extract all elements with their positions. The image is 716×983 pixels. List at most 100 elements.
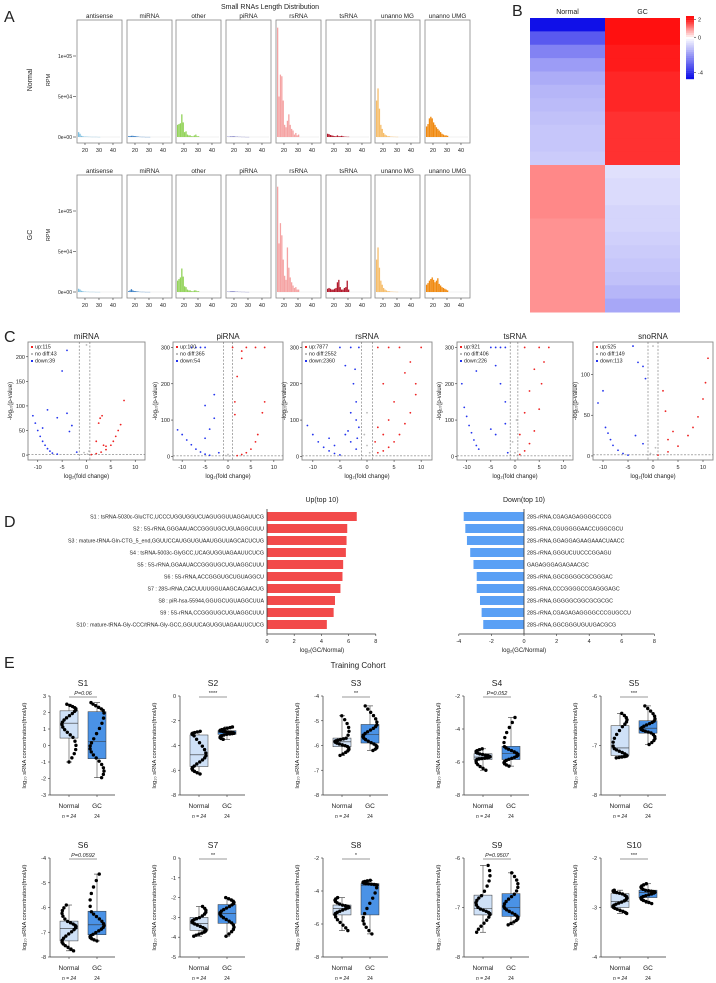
data-point xyxy=(620,892,625,896)
volcano-point xyxy=(382,433,385,436)
data-point xyxy=(341,752,345,756)
data-point xyxy=(488,874,492,878)
y-axis-label: -log₁₀(p-value) xyxy=(8,382,14,420)
data-point xyxy=(225,726,229,730)
length-bar xyxy=(331,289,333,292)
heatmap-column-label: GC xyxy=(637,9,648,16)
x-tick-label: 20 xyxy=(281,303,287,309)
data-point xyxy=(101,766,106,770)
data-point xyxy=(474,930,479,934)
data-point xyxy=(478,764,482,769)
volcano-point xyxy=(523,411,526,414)
x-tick-label: 30 xyxy=(394,303,400,309)
n-label: n = 24 xyxy=(335,976,349,982)
y-tick-label: 200 xyxy=(290,382,299,388)
x-tick-label: 20 xyxy=(380,303,386,309)
data-point xyxy=(368,901,372,906)
x-tick-label: 6 xyxy=(347,639,350,645)
volcano-point xyxy=(404,371,406,374)
y-axis-label: RPM xyxy=(46,228,52,241)
volcano-point xyxy=(328,450,330,452)
heatmap-cell xyxy=(605,191,680,206)
y-tick-label: -4 xyxy=(171,744,176,750)
volcano-point xyxy=(322,446,325,449)
data-point xyxy=(101,921,106,926)
length-bar xyxy=(195,290,197,292)
colorbar-tick-label: -4 xyxy=(698,71,703,77)
volcano-point xyxy=(355,401,358,403)
row-label: Normal xyxy=(27,68,34,91)
volcano-point xyxy=(506,451,509,454)
colorbar-segment xyxy=(686,49,694,52)
data-point xyxy=(617,728,622,733)
bar xyxy=(466,536,524,545)
heatmap-cell xyxy=(605,71,680,86)
y-tick-label: 100 xyxy=(290,418,299,424)
volcano-point xyxy=(475,444,478,447)
volcano-point xyxy=(504,422,507,425)
x-tick-label: 40 xyxy=(209,148,215,154)
y-tick-label: 0 xyxy=(167,454,170,460)
bar xyxy=(483,620,524,629)
heatmap-cell xyxy=(530,18,605,32)
y-axis-label: log₁₀ sRNA concentration(fmol/μl) xyxy=(573,702,579,788)
plot-frame xyxy=(456,341,574,461)
heatmap-cell xyxy=(530,31,605,46)
data-point xyxy=(644,893,648,898)
length-bar xyxy=(181,114,183,137)
volcano-point xyxy=(339,454,341,456)
data-point xyxy=(513,715,517,720)
data-point xyxy=(365,730,370,734)
volcano-point xyxy=(34,422,37,425)
data-point xyxy=(487,868,492,873)
bar-label: S4 : tsRNA-5003c-GlyGCC,UCAGUGGUAGAAUUCU… xyxy=(129,551,264,557)
length-bar xyxy=(380,124,382,137)
volcano-point xyxy=(204,346,206,349)
heatmap-cell xyxy=(530,285,605,300)
data-point xyxy=(366,739,370,743)
volcano-point xyxy=(263,346,266,349)
volcano-point xyxy=(236,454,239,457)
bar xyxy=(267,524,348,533)
facet-frame xyxy=(424,174,471,299)
bar xyxy=(463,512,524,521)
legend-label: down:39 xyxy=(35,359,55,365)
data-point xyxy=(371,713,376,718)
volcano-point xyxy=(602,389,604,392)
length-bar xyxy=(438,283,440,292)
volcano-point xyxy=(245,346,248,349)
heatmap-cell xyxy=(530,71,605,86)
legend-label: up:100 xyxy=(180,345,196,351)
length-bar xyxy=(292,285,294,292)
length-bar xyxy=(288,114,290,137)
length-bar xyxy=(434,282,436,292)
bar xyxy=(267,584,341,593)
length-bar xyxy=(80,290,83,292)
y-tick-label: 1 xyxy=(43,727,46,733)
length-bar xyxy=(425,284,428,292)
data-point xyxy=(88,747,92,751)
data-point xyxy=(224,917,228,922)
y-tick-label: -2 xyxy=(592,856,597,862)
data-point xyxy=(95,939,99,943)
colorbar-segment xyxy=(686,18,694,21)
length-bar xyxy=(378,108,381,137)
x-tick-label: 40 xyxy=(110,303,116,309)
data-point xyxy=(195,762,199,766)
data-point xyxy=(100,919,104,923)
length-bar xyxy=(328,287,330,292)
data-point xyxy=(373,717,378,721)
panel-label: C xyxy=(4,329,16,346)
volcano-point xyxy=(357,426,360,429)
length-bar xyxy=(437,278,439,292)
facet-frame xyxy=(225,19,272,144)
boxplot-title: S10 xyxy=(626,840,641,850)
length-bar xyxy=(186,289,189,292)
volcano-point xyxy=(642,442,644,445)
n-label: n = 24 xyxy=(192,976,206,982)
data-point xyxy=(621,909,625,914)
volcano-point xyxy=(56,453,59,455)
length-bar xyxy=(339,287,341,292)
data-point xyxy=(612,888,616,892)
